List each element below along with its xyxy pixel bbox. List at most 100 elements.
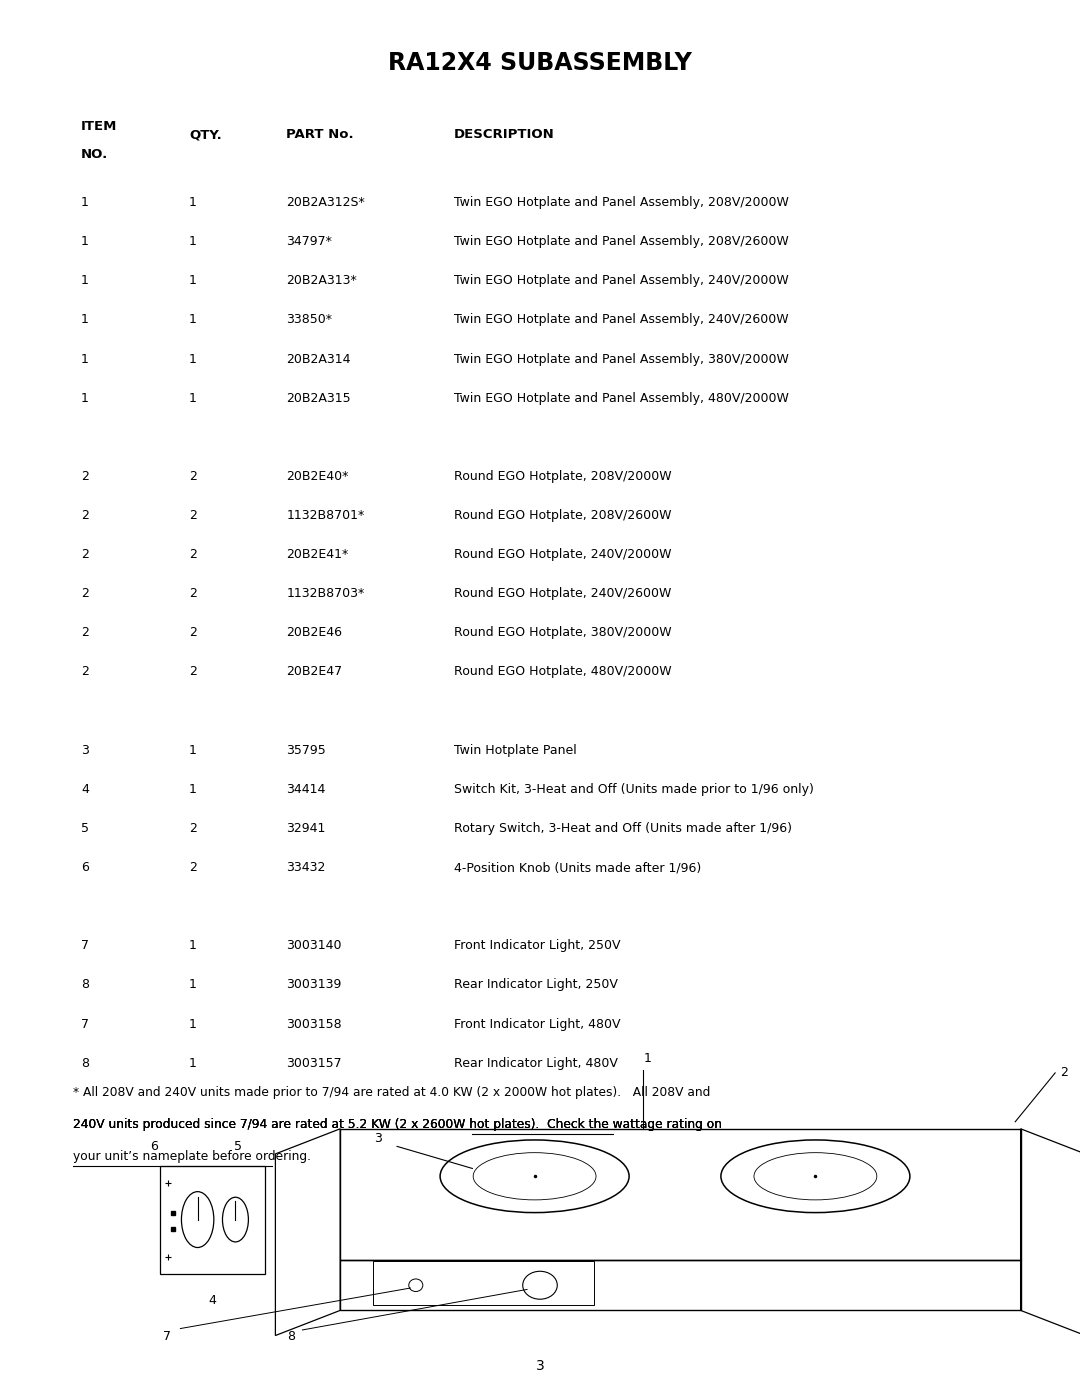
- Text: 34414: 34414: [286, 782, 325, 796]
- Text: 1132B8703*: 1132B8703*: [286, 587, 364, 601]
- Text: Round EGO Hotplate, 240V/2600W: Round EGO Hotplate, 240V/2600W: [454, 587, 671, 601]
- Text: 20B2A314: 20B2A314: [286, 352, 351, 366]
- Text: 3003139: 3003139: [286, 978, 341, 992]
- Text: 2: 2: [189, 469, 197, 483]
- Text: 3: 3: [374, 1132, 382, 1146]
- Text: 1: 1: [644, 1052, 652, 1065]
- Text: 2: 2: [81, 548, 89, 562]
- Text: 1: 1: [81, 391, 89, 405]
- Text: Twin EGO Hotplate and Panel Assembly, 208V/2000W: Twin EGO Hotplate and Panel Assembly, 20…: [454, 196, 788, 210]
- Text: Rotary Switch, 3-Heat and Off (Units made after 1/96): Rotary Switch, 3-Heat and Off (Units mad…: [454, 821, 792, 835]
- Text: Twin EGO Hotplate and Panel Assembly, 480V/2000W: Twin EGO Hotplate and Panel Assembly, 48…: [454, 391, 788, 405]
- Text: 1: 1: [189, 978, 197, 992]
- Text: Twin EGO Hotplate and Panel Assembly, 208V/2600W: Twin EGO Hotplate and Panel Assembly, 20…: [454, 235, 788, 249]
- Text: 2: 2: [81, 665, 89, 679]
- Text: RA12X4 SUBASSEMBLY: RA12X4 SUBASSEMBLY: [388, 50, 692, 75]
- Text: 3: 3: [536, 1359, 544, 1373]
- Text: 3003158: 3003158: [286, 1017, 342, 1031]
- Text: Twin EGO Hotplate and Panel Assembly, 240V/2600W: Twin EGO Hotplate and Panel Assembly, 24…: [454, 313, 788, 327]
- Text: 240V units produced since 7/94 are rated at 5.2 KW (2 x 2600W hot plates).  Chec: 240V units produced since 7/94 are rated…: [73, 1118, 723, 1132]
- Text: 8: 8: [287, 1330, 296, 1344]
- Text: 2: 2: [81, 469, 89, 483]
- Text: 2: 2: [1061, 1066, 1068, 1080]
- Text: 20B2A312S*: 20B2A312S*: [286, 196, 365, 210]
- Text: 1: 1: [189, 235, 197, 249]
- Text: 2: 2: [81, 509, 89, 522]
- Text: 4-Position Knob (Units made after 1/96): 4-Position Knob (Units made after 1/96): [454, 861, 701, 875]
- Text: 1: 1: [189, 1017, 197, 1031]
- Text: 1132B8701*: 1132B8701*: [286, 509, 364, 522]
- Text: Round EGO Hotplate, 208V/2600W: Round EGO Hotplate, 208V/2600W: [454, 509, 671, 522]
- Text: 20B2E41*: 20B2E41*: [286, 548, 349, 562]
- Text: 240V units produced since 7/94 are rated at 5.2 KW (2 x 2600W hot plates).  Chec: 240V units produced since 7/94 are rated…: [73, 1118, 723, 1132]
- Text: 6: 6: [81, 861, 89, 875]
- Text: 1: 1: [81, 196, 89, 210]
- Text: 33432: 33432: [286, 861, 325, 875]
- Text: 34797*: 34797*: [286, 235, 332, 249]
- Text: 20B2E47: 20B2E47: [286, 665, 342, 679]
- Text: 1: 1: [189, 274, 197, 288]
- Text: Twin EGO Hotplate and Panel Assembly, 380V/2000W: Twin EGO Hotplate and Panel Assembly, 38…: [454, 352, 788, 366]
- Text: 1: 1: [189, 313, 197, 327]
- Text: 5: 5: [233, 1140, 242, 1153]
- Text: Front Indicator Light, 480V: Front Indicator Light, 480V: [454, 1017, 620, 1031]
- Text: 1: 1: [189, 352, 197, 366]
- Text: 5: 5: [81, 821, 89, 835]
- Text: 8: 8: [81, 1056, 89, 1070]
- Text: Round EGO Hotplate, 208V/2000W: Round EGO Hotplate, 208V/2000W: [454, 469, 672, 483]
- Text: 7: 7: [163, 1330, 172, 1344]
- Text: 2: 2: [189, 626, 197, 640]
- Text: Twin EGO Hotplate and Panel Assembly, 240V/2000W: Twin EGO Hotplate and Panel Assembly, 24…: [454, 274, 788, 288]
- Text: your unit’s nameplate before ordering.: your unit’s nameplate before ordering.: [73, 1150, 311, 1164]
- Text: 3003140: 3003140: [286, 939, 341, 953]
- Text: * All 208V and 240V units made prior to 7/94 are rated at 4.0 KW (2 x 2000W hot : * All 208V and 240V units made prior to …: [73, 1085, 711, 1099]
- Text: 1: 1: [189, 743, 197, 757]
- Text: 1: 1: [189, 391, 197, 405]
- Text: 7: 7: [81, 1017, 89, 1031]
- Text: 2: 2: [189, 587, 197, 601]
- Text: Twin Hotplate Panel: Twin Hotplate Panel: [454, 743, 577, 757]
- Text: DESCRIPTION: DESCRIPTION: [454, 129, 554, 141]
- Text: Round EGO Hotplate, 380V/2000W: Round EGO Hotplate, 380V/2000W: [454, 626, 672, 640]
- Text: 1: 1: [189, 1056, 197, 1070]
- Text: 20B2E40*: 20B2E40*: [286, 469, 349, 483]
- Text: 1: 1: [81, 235, 89, 249]
- Text: 35795: 35795: [286, 743, 326, 757]
- Text: 6: 6: [150, 1140, 159, 1153]
- Text: 2: 2: [81, 626, 89, 640]
- Text: Round EGO Hotplate, 240V/2000W: Round EGO Hotplate, 240V/2000W: [454, 548, 671, 562]
- Text: 2: 2: [189, 548, 197, 562]
- Text: 1: 1: [189, 782, 197, 796]
- Text: 1: 1: [81, 352, 89, 366]
- Text: 3003157: 3003157: [286, 1056, 342, 1070]
- Text: 240V units produced since 7/94 are rated at 5.2 KW (2 x 2600W hot plates).  Chec: 240V units produced since 7/94 are rated…: [73, 1118, 723, 1132]
- Text: 4: 4: [81, 782, 89, 796]
- Text: 1: 1: [189, 196, 197, 210]
- Text: Rear Indicator Light, 480V: Rear Indicator Light, 480V: [454, 1056, 618, 1070]
- Text: 2: 2: [189, 509, 197, 522]
- Text: 4: 4: [208, 1294, 216, 1306]
- Text: 2: 2: [189, 861, 197, 875]
- Text: 20B2A313*: 20B2A313*: [286, 274, 357, 288]
- Text: 2: 2: [189, 821, 197, 835]
- Text: 32941: 32941: [286, 821, 325, 835]
- Text: Switch Kit, 3-Heat and Off (Units made prior to 1/96 only): Switch Kit, 3-Heat and Off (Units made p…: [454, 782, 813, 796]
- Text: 1: 1: [81, 313, 89, 327]
- Text: Rear Indicator Light, 250V: Rear Indicator Light, 250V: [454, 978, 618, 992]
- Text: NO.: NO.: [81, 148, 108, 161]
- Text: 2: 2: [81, 587, 89, 601]
- Text: 8: 8: [81, 978, 89, 992]
- Text: 33850*: 33850*: [286, 313, 333, 327]
- Text: Front Indicator Light, 250V: Front Indicator Light, 250V: [454, 939, 620, 953]
- Text: QTY.: QTY.: [189, 129, 221, 141]
- Text: 1: 1: [189, 939, 197, 953]
- Text: 2: 2: [189, 665, 197, 679]
- Text: 7: 7: [81, 939, 89, 953]
- Text: ITEM: ITEM: [81, 120, 118, 133]
- Text: 3: 3: [81, 743, 89, 757]
- Text: PART No.: PART No.: [286, 129, 354, 141]
- Text: 20B2A315: 20B2A315: [286, 391, 351, 405]
- Text: Round EGO Hotplate, 480V/2000W: Round EGO Hotplate, 480V/2000W: [454, 665, 672, 679]
- Text: 1: 1: [81, 274, 89, 288]
- Text: 20B2E46: 20B2E46: [286, 626, 342, 640]
